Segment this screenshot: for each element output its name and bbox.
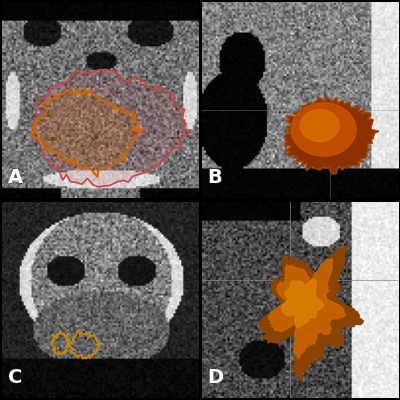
Text: D: D (208, 368, 224, 386)
Text: B: B (208, 168, 222, 186)
Polygon shape (259, 246, 363, 380)
Polygon shape (30, 69, 190, 187)
Polygon shape (300, 110, 339, 142)
Polygon shape (284, 97, 379, 174)
Text: C: C (8, 368, 22, 386)
Polygon shape (30, 88, 142, 177)
Polygon shape (282, 279, 323, 327)
Text: A: A (8, 168, 23, 186)
Polygon shape (291, 103, 356, 156)
Polygon shape (268, 258, 346, 358)
